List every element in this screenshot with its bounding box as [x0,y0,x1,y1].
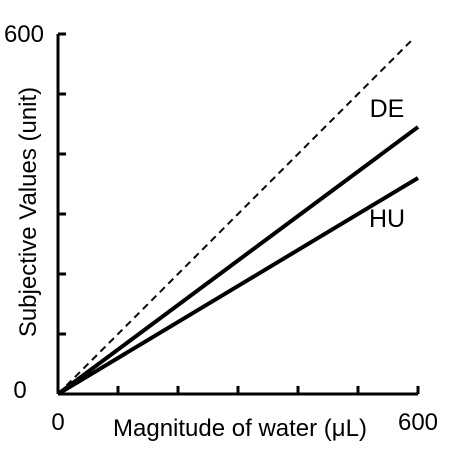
series-lines [56,39,420,396]
series-line-hu [56,176,420,396]
series-label-de: DE [370,95,405,123]
x-tick-label: 600 [398,409,438,436]
series-line-dashed [57,39,413,395]
y-axis-label: Subjective Values (unit) [15,87,42,337]
series-line-de [56,125,420,396]
y-tick-label: 0 [13,377,26,404]
y-tick-label: 600 [4,21,44,48]
series-labels: DE HU [369,95,405,233]
x-tick-label: 0 [51,409,64,436]
series-label-hu: HU [369,205,405,233]
axes: 0 600 0 600 [4,21,438,436]
x-axis-label: Magnitude of water (μL) [113,415,367,442]
